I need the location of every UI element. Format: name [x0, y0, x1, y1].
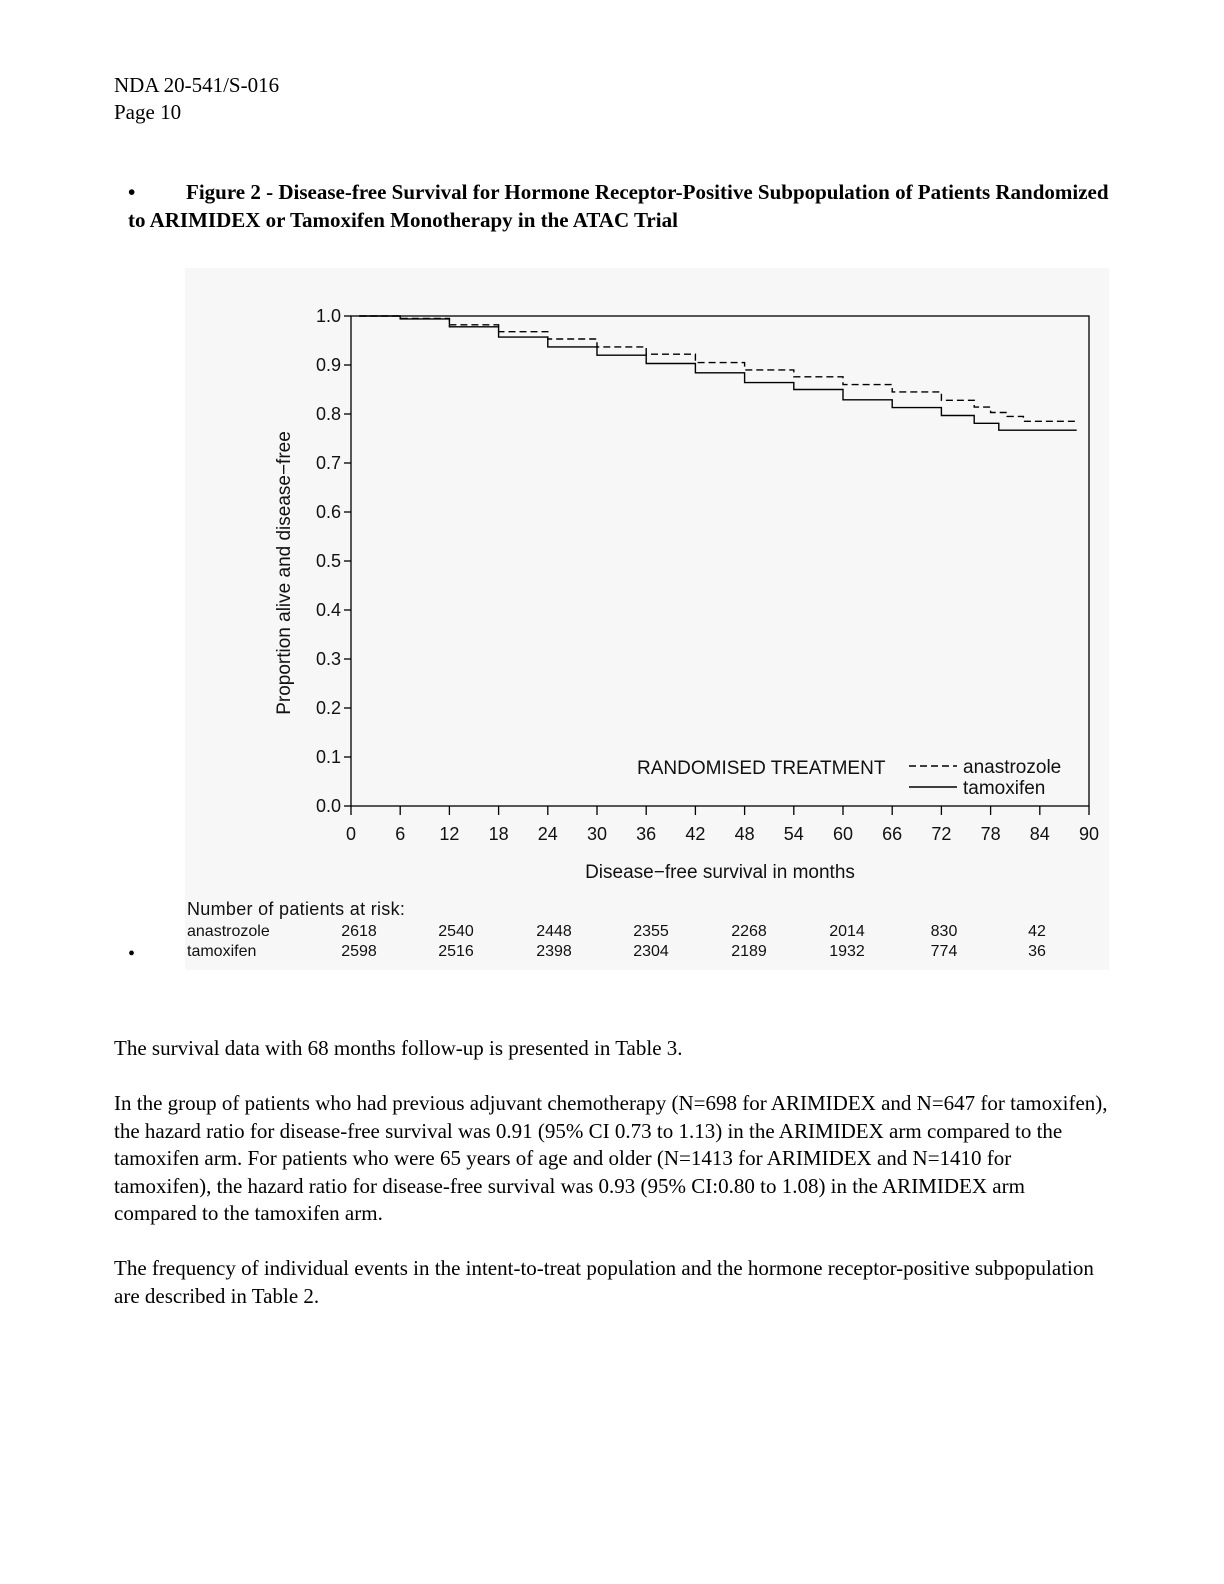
risk-value: 2014 — [829, 923, 865, 940]
risk-row-anastrozole: anastrozole 2618 2540 2448 2355 2268 201… — [185, 923, 1109, 943]
x-tick-label: 30 — [587, 824, 607, 844]
figure-caption: • Figure 2 - Disease-free Survival for Ho… — [128, 178, 1118, 234]
risk-value: 2398 — [536, 943, 572, 960]
paragraph-followup: The survival data with 68 months follow-… — [114, 1036, 683, 1060]
y-axis-label: Proportion alive and disease−free — [274, 431, 295, 715]
x-tick-label: 36 — [636, 824, 656, 844]
y-tick-label: 0.8 — [316, 404, 341, 424]
risk-value: 36 — [1028, 943, 1046, 960]
y-tick-label: 0.1 — [316, 747, 341, 767]
x-tick-label: 84 — [1030, 824, 1050, 844]
caption-text: Figure 2 - Disease-free Survival for Hor… — [128, 180, 1109, 232]
risk-value: 1932 — [829, 943, 865, 960]
y-tick-label: 0.7 — [316, 453, 341, 473]
x-tick-label: 0 — [346, 824, 356, 844]
y-tick-label: 0.9 — [316, 355, 341, 375]
page-header: NDA 20-541/S-016 Page 10 — [114, 72, 279, 126]
y-tick-label: 0.2 — [316, 698, 341, 718]
x-tick-label: 24 — [538, 824, 558, 844]
x-tick-label: 42 — [685, 824, 705, 844]
paragraph-events: The frequency of individual events in th… — [114, 1256, 1094, 1308]
paragraph-subgroups: In the group of patients who had previou… — [114, 1091, 1108, 1225]
risk-value: 830 — [930, 923, 958, 940]
figure-panel: 0.0 0.1 0.2 0.3 0.4 0.5 0.6 0.7 0.8 0.9 1.0 0 6 12 18 2… — [185, 268, 1109, 970]
risk-value: 2618 — [341, 923, 377, 940]
risk-row-label: anastrozole — [187, 923, 270, 940]
x-tick-label: 60 — [833, 824, 853, 844]
risk-value: 2189 — [731, 943, 767, 960]
risk-table-title: Number of patients at risk: — [187, 899, 406, 919]
series-line-anastrozole — [359, 315, 1077, 422]
side-bullet: • — [128, 943, 136, 965]
page-number: Page 10 — [114, 100, 182, 124]
document-id: NDA 20-541/S-016 — [114, 73, 280, 97]
y-tick-label: 1.0 — [316, 306, 341, 326]
x-tick-label: 18 — [489, 824, 509, 844]
x-tick-label: 48 — [735, 824, 755, 844]
risk-row-label: tamoxifen — [187, 943, 257, 960]
risk-value: 2355 — [633, 923, 669, 940]
risk-value: 2598 — [341, 943, 377, 960]
risk-value: 2516 — [438, 943, 474, 960]
x-tick-label: 6 — [395, 824, 405, 844]
risk-value: 2448 — [536, 923, 572, 940]
x-tick-label: 90 — [1079, 824, 1099, 844]
risk-row-tamoxifen: tamoxifen 2598 2516 2398 2304 2189 1932 … — [185, 943, 1109, 963]
y-tick-label: 0.4 — [316, 600, 341, 620]
x-tick-label: 66 — [882, 824, 902, 844]
risk-value: 42 — [1028, 923, 1046, 940]
y-tick-label: 0.0 — [316, 796, 341, 816]
risk-value: 2268 — [731, 923, 767, 940]
y-tick-label: 0.5 — [316, 551, 341, 571]
legend-title: RANDOMISED TREATMENT — [637, 758, 886, 779]
risk-value: 774 — [930, 943, 958, 960]
x-tick-label: 54 — [784, 824, 804, 844]
legend-label-tamoxifen: tamoxifen — [963, 778, 1045, 799]
x-tick-label: 72 — [931, 824, 951, 844]
x-tick-label: 78 — [981, 824, 1001, 844]
legend-label-anastrozole: anastrozole — [963, 757, 1061, 778]
plot-frame — [350, 315, 1090, 807]
y-tick-label: 0.3 — [316, 649, 341, 669]
risk-value: 2540 — [438, 923, 474, 940]
series-line-tamoxifen — [359, 315, 1077, 431]
caption-bullet: • — [128, 180, 136, 204]
x-axis-label: Disease−free survival in months — [585, 862, 855, 883]
y-tick-label: 0.6 — [316, 502, 341, 522]
risk-value: 2304 — [633, 943, 669, 960]
x-tick-label: 12 — [439, 824, 459, 844]
survival-chart: 0.0 0.1 0.2 0.3 0.4 0.5 0.6 0.7 0.8 0.9 1.0 0 6 12 18 2… — [274, 306, 1099, 883]
risk-table: Number of patients at risk: anastrozole … — [185, 899, 1109, 969]
